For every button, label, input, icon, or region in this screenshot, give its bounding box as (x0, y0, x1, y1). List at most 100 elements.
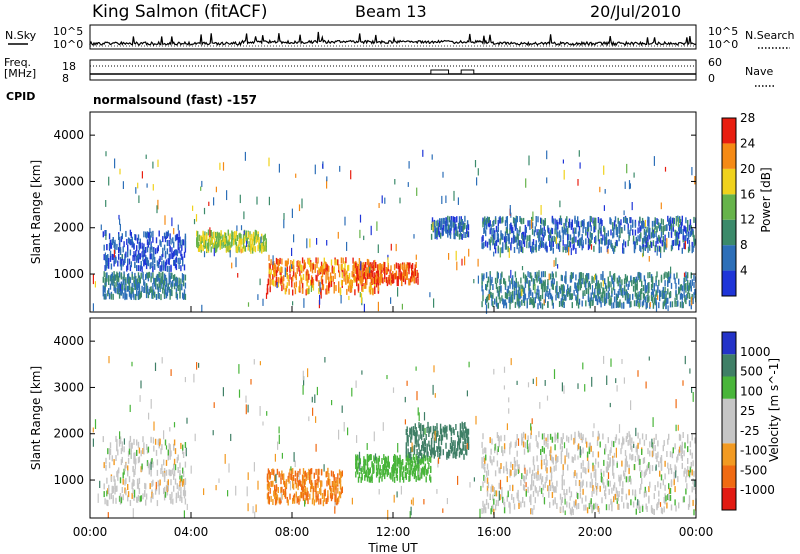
velocity-cell (110, 476, 113, 482)
power-cell (652, 291, 655, 298)
power-scatter (538, 270, 540, 277)
power-cell (182, 276, 184, 283)
power-cell (162, 236, 164, 243)
power-cell (325, 277, 327, 284)
velocity-cell (127, 457, 130, 464)
velocity-cell (581, 481, 583, 488)
power-cell (409, 279, 411, 286)
velocity-cell (375, 457, 378, 464)
velocity-cell (118, 495, 121, 502)
velocity-cell (506, 468, 508, 475)
power-cell (691, 228, 693, 235)
velocity-cell (522, 484, 525, 491)
velocity-cell (159, 438, 161, 445)
power-cell (611, 287, 613, 294)
power-cell (118, 247, 120, 254)
power-cell (501, 295, 503, 302)
power-cell (515, 277, 517, 284)
power-cell (228, 235, 230, 242)
power-cell (130, 232, 132, 238)
power-cell (656, 218, 658, 225)
power-cell (625, 217, 628, 224)
power-cell (210, 230, 212, 236)
power-cell (157, 245, 159, 252)
power-cell (159, 255, 161, 262)
power-cell (613, 220, 616, 227)
velocity-cell (543, 439, 545, 446)
power-cell (684, 235, 686, 242)
power-cell (443, 217, 445, 224)
power-cell (481, 242, 483, 249)
velocity-cell (179, 469, 181, 476)
velocity-cell (624, 464, 627, 471)
velocity-cell (180, 486, 182, 493)
power-cell (602, 291, 604, 298)
power-cell (118, 275, 120, 282)
power-cell (637, 294, 639, 301)
velocity-cell (304, 470, 306, 477)
power-cell (159, 265, 161, 272)
power-cell (687, 220, 689, 226)
power-cell (109, 283, 112, 290)
power-cell (138, 253, 141, 260)
velocity-cell (313, 499, 315, 506)
velocity-cell (649, 441, 651, 448)
velocity-cell (677, 454, 679, 461)
power-scatter (598, 222, 600, 230)
velocity-cell (147, 462, 150, 469)
velocity-cell (140, 495, 142, 502)
power-cell (604, 282, 607, 289)
power-cell (604, 290, 606, 297)
power-cell (599, 227, 601, 234)
power-cell (354, 275, 356, 282)
power-cell (523, 287, 526, 294)
velocity-cell (461, 421, 463, 428)
power-cell (150, 262, 152, 269)
power-cell (658, 222, 660, 229)
velocity-cell (111, 485, 113, 492)
power-cell (540, 228, 543, 235)
power-cell (665, 224, 667, 231)
velocity-cell (612, 465, 614, 472)
power-scatter (653, 156, 655, 166)
velocity-cell (639, 505, 641, 512)
velocity-cell (501, 492, 503, 499)
velocity-cell (643, 491, 646, 498)
power-cell (105, 272, 107, 279)
velocity-cell (271, 480, 273, 487)
power-scatter (594, 274, 596, 281)
velocity-cell (487, 482, 490, 489)
velocity-cell (536, 441, 538, 447)
power-cell (675, 239, 677, 246)
power-cell (138, 242, 141, 249)
velocity-cell (561, 474, 563, 481)
power-cell (597, 285, 600, 291)
velocity-cell (144, 491, 146, 498)
velocity-scatter (303, 376, 305, 386)
power-cell (561, 290, 563, 297)
velocity-cell (680, 446, 683, 453)
power-cell (170, 281, 172, 288)
power-scatter (301, 198, 303, 209)
power-cell (517, 300, 519, 307)
power-colorbar-segment (722, 194, 736, 220)
power-scatter (474, 160, 477, 168)
velocity-cell (127, 470, 129, 477)
velocity-cell (184, 442, 187, 448)
power-cell (171, 272, 173, 279)
velocity-cell (678, 433, 681, 440)
velocity-cell (681, 441, 683, 448)
power-cell (663, 273, 665, 280)
power-cell (678, 278, 680, 285)
power-cell (175, 280, 178, 287)
power-cell (312, 284, 315, 291)
power-cell (213, 231, 215, 238)
power-cell (627, 240, 629, 247)
velocity-cell (278, 497, 280, 504)
power-cell (373, 264, 375, 271)
velocity-cell (414, 437, 416, 444)
power-scatter (525, 178, 527, 188)
power-cell (624, 274, 627, 281)
power-cell (365, 262, 367, 268)
velocity-cell (658, 498, 660, 505)
